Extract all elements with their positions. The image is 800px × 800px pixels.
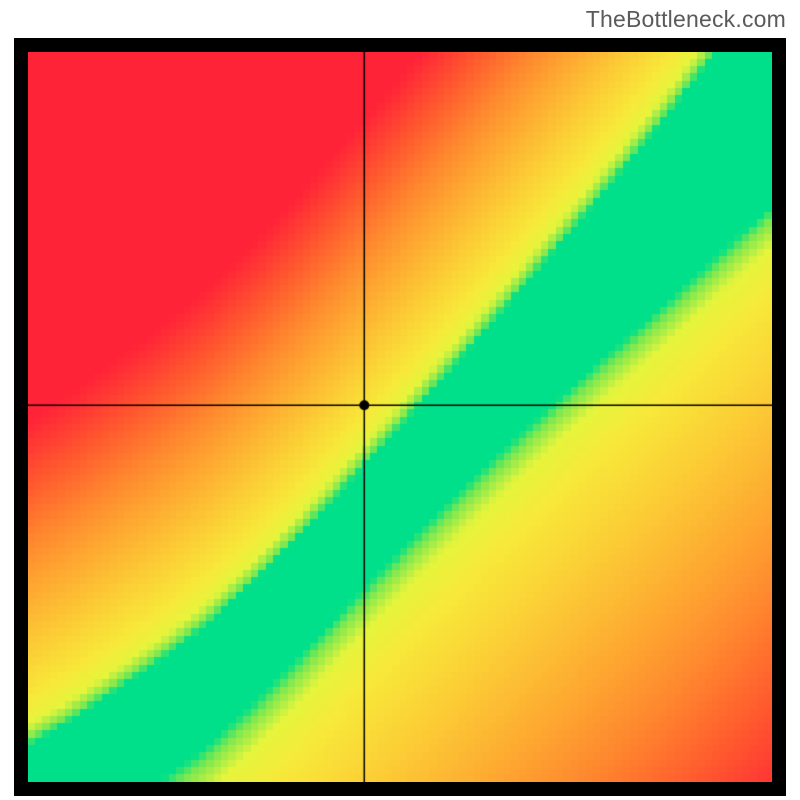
crosshair-overlay (28, 52, 772, 782)
bottleneck-heatmap (14, 38, 786, 796)
watermark-text: TheBottleneck.com (586, 6, 786, 33)
